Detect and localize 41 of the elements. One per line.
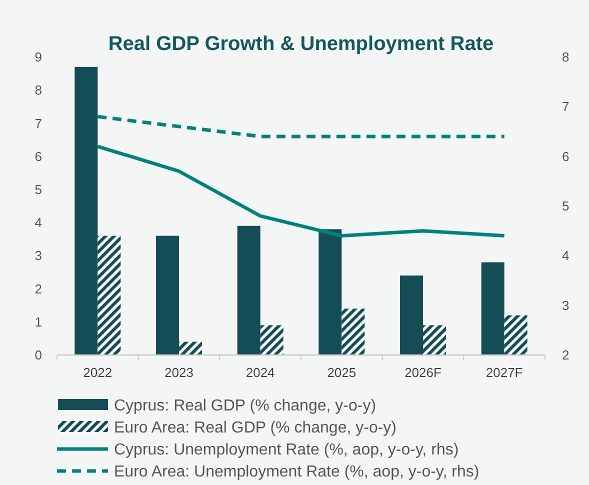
y-tick-label: 8 — [34, 82, 42, 98]
legend-label: Cyprus: Real GDP (% change, y-o-y) — [114, 398, 376, 415]
bar — [98, 236, 121, 355]
x-tick-label: 2022 — [83, 365, 112, 380]
y2-tick-label: 3 — [562, 298, 570, 313]
bar — [156, 236, 179, 355]
x-tick-label: 2025 — [327, 365, 356, 380]
y2-tick-label: 2 — [562, 348, 570, 363]
bar — [423, 325, 446, 355]
y2-tick-label: 4 — [562, 248, 570, 264]
line-series — [96, 144, 506, 238]
y-tick-label: 4 — [34, 215, 42, 230]
y-tick-label: 3 — [34, 248, 42, 264]
y-tick-label: 1 — [34, 314, 42, 330]
y-tick-label: 6 — [34, 148, 42, 164]
y2-tick-label: 5 — [562, 198, 570, 214]
x-tick-label: 2023 — [164, 365, 194, 380]
bar — [400, 276, 423, 355]
x-tick-label: 2026F — [404, 365, 442, 380]
bar — [237, 226, 260, 355]
y2-tick-label: 6 — [562, 148, 570, 164]
x-tick-label: 2027F — [486, 365, 523, 380]
bar — [260, 325, 284, 355]
y-tick-label: 2 — [34, 281, 42, 296]
chart-title: Real GDP Growth & Unemployment Rate — [108, 33, 494, 55]
y2-tick-label: 7 — [562, 99, 570, 114]
y2-tick-label: 8 — [562, 50, 570, 65]
legend-label: Cyprus: Unemployment Rate (%, aop, y-o-y, rhs) — [114, 442, 459, 459]
legend-label: Euro Area: Unemployment Rate (%, aop, y-o-y, rhs) — [114, 464, 480, 481]
bar — [179, 342, 202, 355]
bar — [504, 315, 528, 355]
x-tick-label: 2024 — [246, 365, 275, 380]
bar — [318, 229, 342, 355]
bar — [342, 308, 365, 355]
bar — [74, 66, 98, 355]
bar — [481, 262, 504, 355]
legend-label: Euro Area: Real GDP (% change, y-o-y) — [114, 420, 396, 437]
y-tick-label: 5 — [34, 182, 42, 197]
y-tick-label: 7 — [34, 116, 42, 131]
y-tick-label: 9 — [34, 50, 42, 65]
y-tick-label: 0 — [34, 348, 42, 363]
